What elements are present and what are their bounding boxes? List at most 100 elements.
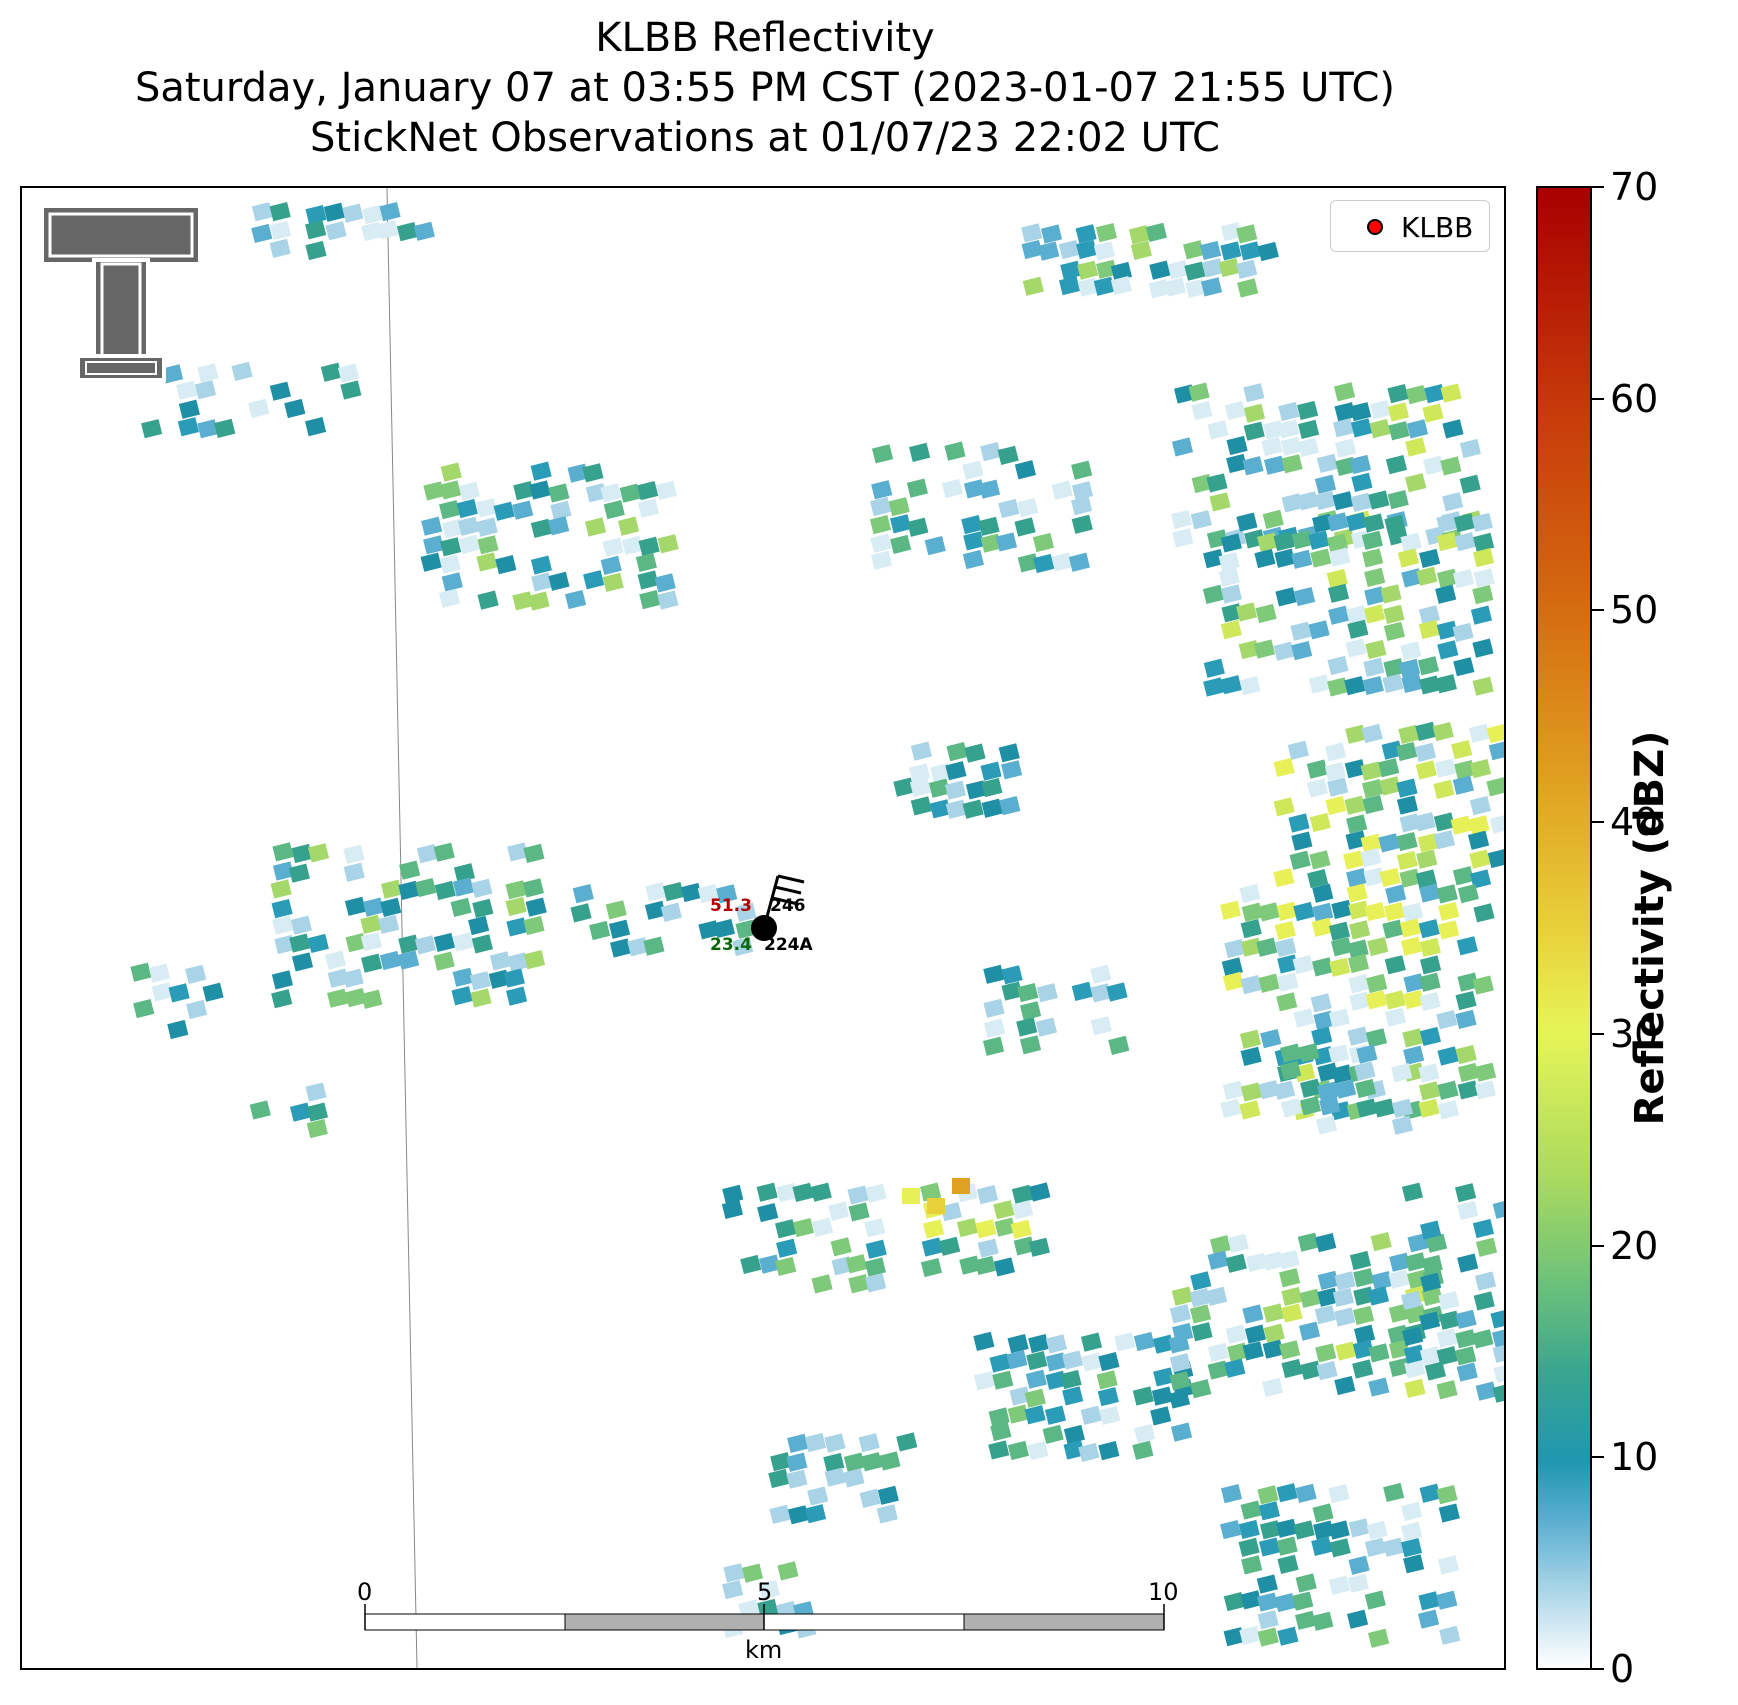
reflectivity-pixel [360,932,382,952]
reflectivity-pixel [1184,261,1206,281]
reflectivity-pixel [1383,604,1405,625]
reflectivity-pixel [1438,1503,1460,1523]
reflectivity-pixel [740,1254,762,1275]
reflectivity-pixel [871,550,893,570]
reflectivity-pixel [1331,899,1353,920]
reflectivity-pixel [1487,848,1504,869]
reflectivity-pixel [1459,474,1481,494]
reflectivity-pixel [1253,639,1276,659]
reflectivity-pixel [423,535,445,555]
reflectivity-pixel [1486,723,1504,744]
reflectivity-pixel [1384,514,1406,535]
reflectivity-pixel [1108,1035,1130,1055]
reflectivity-pixel [1280,1060,1302,1081]
reflectivity-pixel [1202,584,1225,604]
reflectivity-pixel [270,879,292,899]
reflectivity-pixel [379,950,401,971]
reflectivity-pixel [1206,473,1228,493]
station-model[interactable] [751,874,805,941]
reflectivity-pixel [377,220,399,240]
reflectivity-pixel [1024,1405,1046,1425]
reflectivity-pixel [605,900,627,920]
reflectivity-pixel [1383,1482,1405,1503]
reflectivity-pixel [1349,1250,1372,1271]
reflectivity-pixel [433,932,456,953]
reflectivity-pixel [1400,1290,1423,1311]
reflectivity-pixel [864,1218,886,1238]
reflectivity-pixel [1343,850,1365,870]
reflectivity-pixel [380,879,403,899]
reflectivity-pixel [1171,437,1194,457]
reflectivity-pixel [1369,419,1391,439]
station-dot[interactable] [751,915,777,941]
reflectivity-pixel [1308,674,1331,694]
reflectivity-pixel [1262,1339,1284,1359]
reflectivity-pixel [1077,260,1099,280]
reflectivity-pixel [1335,438,1357,458]
reflectivity-pixel [1016,1017,1038,1037]
reflectivity-pixel [505,880,527,900]
reflectivity-pixel [1218,552,1240,572]
reflectivity-pixel [398,950,420,970]
reflectivity-pixel [964,743,986,763]
reflectivity-pixel [1292,1591,1314,1611]
reflectivity-pixel [1316,1361,1338,1381]
reflectivity-pixel [1418,1081,1441,1101]
reflectivity-pixel [271,989,293,1009]
reflectivity-pixel [1033,553,1055,574]
reflectivity-pixel [1203,677,1225,697]
reflectivity-pixel [342,203,364,223]
reflectivity-pixel [1437,1080,1459,1100]
reflectivity-pixel [988,1440,1010,1460]
reflectivity-pixel [1256,1574,1278,1594]
reflectivity-pixel [548,483,570,503]
reflectivity-pixel [1384,1007,1407,1027]
reflectivity-pixel [1028,1237,1050,1257]
reflectivity-pixel [978,516,1000,536]
reflectivity-pixel [522,878,545,898]
reflectivity-pixel [1171,1286,1193,1306]
reflectivity-pixel [879,1451,901,1471]
reflectivity-pixel [1311,1026,1333,1046]
reflectivity-pixel [1013,1236,1035,1256]
reflectivity-pixel [1222,1080,1244,1100]
reflectivity-pixel [1071,514,1093,534]
reflectivity-pixel [1254,548,1276,569]
reflectivity-pixel [1436,513,1458,533]
reflectivity-pixel [984,1018,1006,1038]
reflectivity-pixel [1241,1555,1263,1575]
reflectivity-pixel [168,983,190,1003]
reflectivity-pixel [167,1019,189,1040]
reflectivity-pixel [584,517,607,537]
reflectivity-pixel [1262,1251,1284,1271]
reflectivity-pixel [325,221,347,241]
radar-map[interactable]: 51.3 246 23.4 224A 0 5 10 km KLBB [20,186,1506,1670]
reflectivity-pixel [1273,757,1295,778]
reflectivity-pixel [716,884,738,904]
reflectivity-pixel [176,380,198,400]
reflectivity-pixel [1472,975,1494,995]
reflectivity-pixel [345,988,367,1008]
reflectivity-pixel [1051,480,1073,500]
reflectivity-pixel [1070,496,1093,516]
reflectivity-pixel [343,862,365,882]
reflectivity-pixel [1415,721,1437,741]
reflectivity-pixel [528,591,550,611]
reflectivity-pixel [1362,548,1384,568]
reflectivity-pixel [1332,1287,1355,1308]
reflectivity-pixel [178,399,201,419]
reflectivity-pixel [1474,1271,1497,1291]
reflectivity-pixel [529,480,551,500]
reflectivity-pixel [1273,867,1295,888]
reflectivity-pixel [1239,1625,1261,1646]
reflectivity-pixel [1221,957,1243,977]
reflectivity-pixel [1385,455,1408,475]
reflectivity-pixel [271,970,294,990]
reflectivity-pixel [1222,971,1244,992]
reflectivity-pixel [888,497,910,517]
reflectivity-pixel [1328,1520,1350,1540]
reflectivity-pixel [306,1102,329,1122]
reflectivity-pixel [944,441,966,461]
reflectivity-pixel [823,1452,845,1473]
reflectivity-pixel [272,915,294,935]
